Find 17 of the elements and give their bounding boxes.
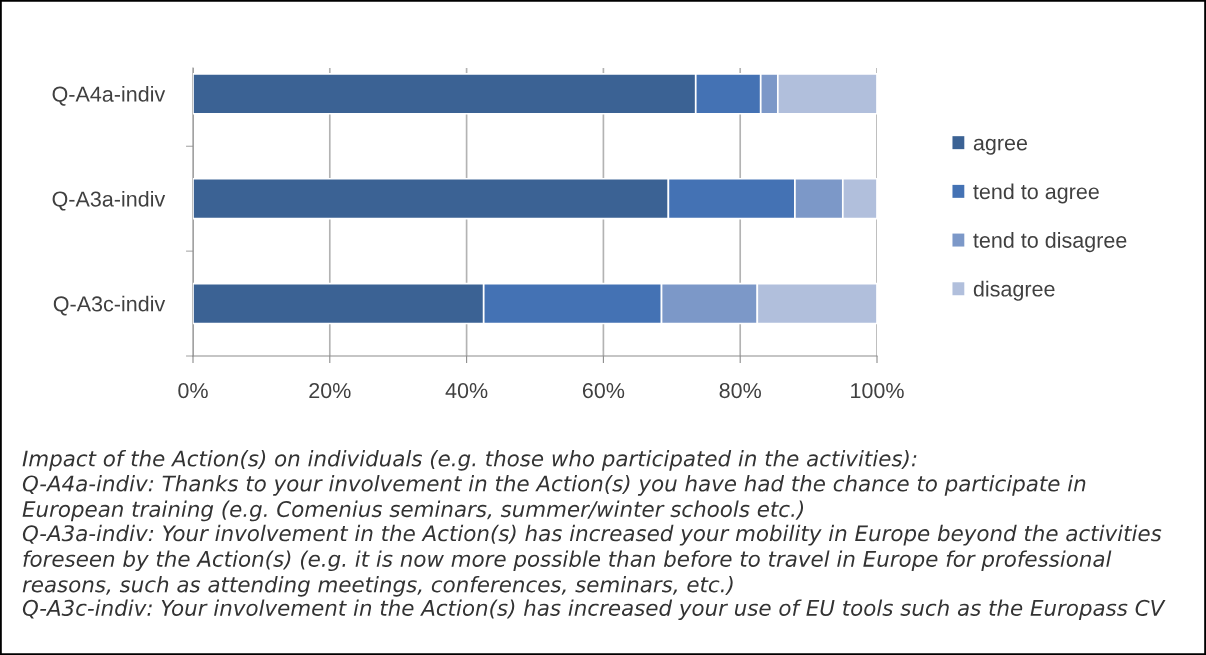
- legend-label: disagree: [973, 280, 1055, 301]
- legend-label: tend to disagree: [973, 232, 1127, 253]
- x-tick-label: 0%: [178, 382, 208, 399]
- y-tick-label: Q-A3c-indiv: [53, 295, 166, 316]
- text: Q-A3c-indiv: Your involvement in the Action(s) has increased your use of EU tools such as the Europass CV: [22, 599, 1166, 621]
- y-tick-label: Q-A4a-indiv: [52, 86, 166, 106]
- x-tick-label: 100%: [851, 382, 904, 399]
- text: Q-A4a-indiv: Thanks to your involvement in the Action(s) you have had the chance to participate in European training (e.g. Comenius seminars, summer/winter schools etc.): [22, 475, 1086, 522]
- y-tick-label: Q-A3a-indiv: [52, 190, 166, 211]
- x-tick-label: 80%: [719, 382, 761, 399]
- x-tick-label: 40%: [445, 382, 488, 399]
- x-tick-label: 20%: [309, 382, 351, 399]
- legend-label: agree: [973, 138, 1028, 155]
- text: Q-A3a-indiv: Your involvement in the Action(s) has increased your mobility in Europe beyond the activities foreseen by the Action(s) (e.g. it is now more possible than before to travel in Europe for professional reasons, such as attending meetings, conferences, seminars, etc.): [22, 524, 1162, 597]
- x-tick-label: 60%: [582, 382, 625, 399]
- text: Impact of the Action(s) on individuals (e.g. those who participated in the activities):: [22, 450, 917, 471]
- legend-label: tend to agree: [973, 183, 1099, 204]
